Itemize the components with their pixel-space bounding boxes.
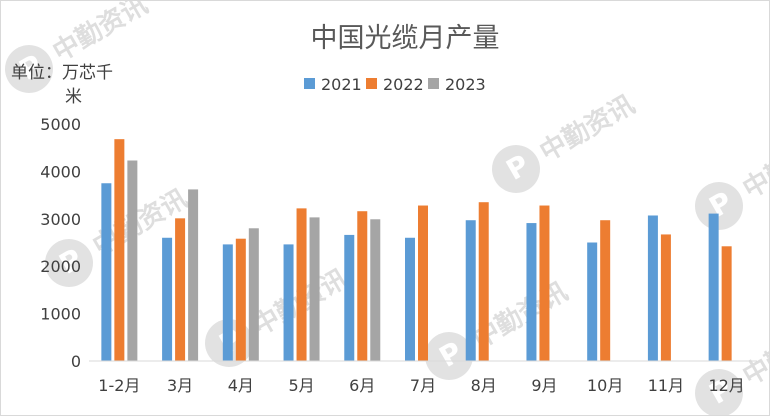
watermark-logo-icon [5, 45, 53, 93]
bar-2021-1-2月 [101, 183, 112, 361]
bar-2021-8月 [465, 220, 476, 361]
bar-2022-4月 [235, 238, 246, 361]
watermark-logo-icon [425, 332, 473, 380]
x-tick-label: 10月 [587, 376, 623, 395]
y-axis-ticks: 0 1000 2000 3000 4000 5000 [40, 115, 81, 371]
bar-2021-6月 [344, 234, 355, 361]
bar-2022-3月 [175, 218, 186, 361]
bar-2022-12月 [721, 246, 732, 361]
x-tick-label: 9月 [531, 376, 557, 395]
x-tick-label: 8月 [471, 376, 497, 395]
watermark-logo-icon [492, 145, 540, 193]
y-tick-label: 4000 [40, 162, 81, 181]
bar-2022-10月 [600, 220, 611, 361]
y-tick-label: 0 [71, 352, 81, 371]
bar-2022-11月 [660, 234, 671, 361]
bar-2021-7月 [405, 237, 415, 361]
watermark-text: 中勤资讯 [48, 1, 153, 68]
bar-2022-9月 [539, 205, 550, 361]
bar-2023-3月 [188, 189, 199, 361]
bar-2022-5月 [296, 208, 307, 361]
y-tick-label: 1000 [40, 305, 81, 324]
watermark-logo-icon [695, 369, 743, 415]
watermark-text: 中勤资讯 [738, 127, 769, 205]
x-tick-label: 7月 [410, 376, 436, 395]
bars [101, 139, 732, 361]
y-tick-label: 2000 [40, 257, 81, 276]
y-axis-unit-label: 单位：万芯千 [11, 63, 113, 83]
chart-title: 中国光缆月产量 [311, 23, 500, 54]
legend-swatch-2022 [366, 78, 377, 89]
watermark-logo-icon [45, 239, 93, 287]
bar-2023-6月 [370, 219, 381, 361]
bar-2023-4月 [248, 228, 259, 361]
x-tick-label: 12月 [708, 376, 744, 395]
legend: 2021 2022 2023 [304, 75, 486, 94]
bar-2021-11月 [647, 215, 658, 361]
legend-swatch-2023 [428, 78, 439, 89]
x-tick-label: 1-2月 [98, 376, 140, 395]
y-tick-label: 5000 [40, 115, 81, 134]
bar-2021-9月 [526, 223, 537, 361]
bar-2022-6月 [357, 211, 368, 361]
y-axis-unit-label-cont: 米 [65, 87, 82, 107]
y-tick-label: 3000 [40, 210, 81, 229]
x-tick-label: 5月 [288, 376, 314, 395]
bar-2022-7月 [418, 205, 428, 361]
bar-2023-1-2月 [127, 160, 138, 361]
bar-2021-4月 [222, 244, 233, 361]
x-axis-ticks: 1-2月 3月 4月 5月 6月 7月 8月 9月 10月 11月 12月 [98, 376, 745, 395]
bar-2022-1-2月 [114, 139, 125, 361]
bar-2021-10月 [587, 242, 598, 361]
legend-label-2021: 2021 [321, 75, 362, 94]
bar-2022-8月 [478, 202, 489, 361]
x-tick-label: 3月 [167, 376, 193, 395]
x-tick-label: 11月 [648, 376, 684, 395]
watermark-logo-icon [695, 182, 743, 230]
legend-label-2022: 2022 [383, 75, 424, 94]
bar-2021-12月 [708, 213, 719, 361]
legend-label-2023: 2023 [445, 75, 486, 94]
x-tick-label: 6月 [349, 376, 375, 395]
x-tick-label: 4月 [228, 376, 254, 395]
bar-2021-3月 [162, 237, 173, 361]
watermark-text: 中勤资讯 [535, 90, 640, 168]
legend-swatch-2021 [304, 78, 315, 89]
bar-2023-5月 [309, 217, 320, 361]
bar-2021-5月 [283, 244, 294, 361]
